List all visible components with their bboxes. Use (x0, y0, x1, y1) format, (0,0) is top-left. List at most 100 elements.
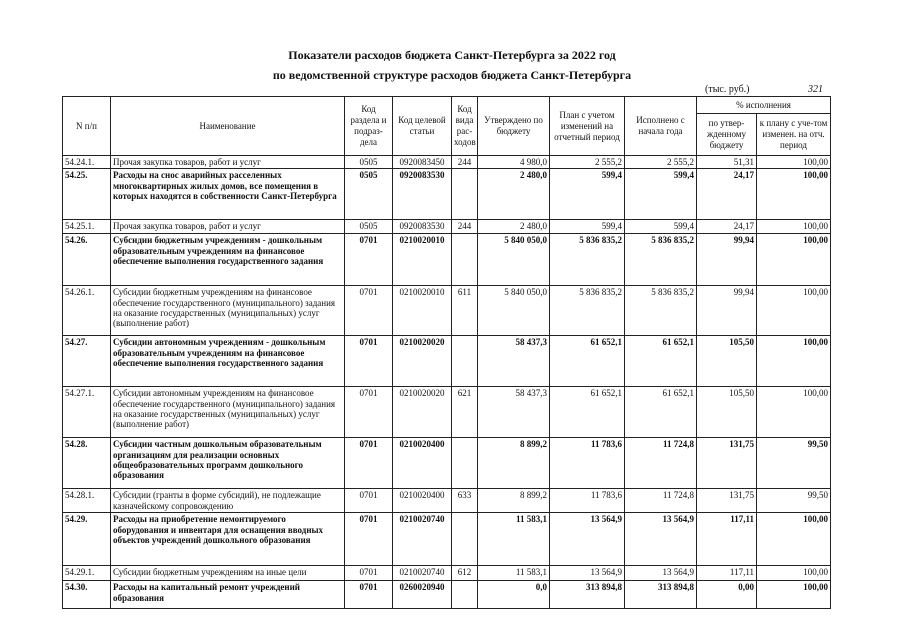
table-cell: 100,00 (756, 154, 831, 170)
table-cell: 0,0 (477, 580, 550, 610)
table-cell: 100,00 (756, 219, 831, 235)
table-cell: 0210020010 (392, 233, 452, 287)
table-cell: 5 836 835,2 (549, 285, 625, 337)
table-cell: 0210020020 (392, 386, 452, 439)
table-cell: 0505 (344, 219, 393, 235)
table-cell: 99,94 (696, 233, 757, 287)
table-cell: 54.27.1. (62, 386, 111, 439)
table-cell: 612 (451, 565, 478, 582)
table-cell: 0920083530 (392, 219, 452, 235)
table-cell: 117,11 (696, 565, 757, 582)
table-cell: 2 480,0 (477, 168, 550, 221)
table-cell (451, 512, 478, 567)
table-cell: 11 783,6 (549, 437, 625, 490)
table-cell: 244 (451, 154, 478, 170)
table-cell: 0701 (344, 488, 393, 514)
title: Показатели расходов бюджета Санкт-Петерб… (288, 48, 616, 62)
table-cell: 24,17 (696, 219, 757, 235)
table-cell: 0701 (344, 285, 393, 337)
table-cell: Субсидии частным дошкольным образователь… (110, 437, 345, 490)
table-cell: 100,00 (756, 512, 831, 567)
table-cell: 2 555,2 (549, 154, 625, 170)
table-cell: 54.25. (62, 168, 111, 221)
table-cell: 54.28.1. (62, 488, 111, 514)
table-cell: 13 564,9 (624, 512, 697, 567)
table-cell: 0701 (344, 437, 393, 490)
table-cell: Расходы на капитальный ремонт учреждений… (110, 580, 345, 610)
subtitle: по ведомственной структуре расходов бюдж… (272, 68, 632, 82)
table-row: 54.29. Расходы на приобретение немонтируе… (62, 512, 831, 567)
table-cell: 13 564,9 (549, 565, 625, 582)
table-cell: Прочая закупка товаров, работ и услуг (110, 154, 345, 170)
table-cell (451, 168, 478, 221)
table-row: 54.29.1. Субсидии бюджетным учреждениям н… (62, 565, 831, 582)
table-cell: 100,00 (756, 386, 831, 439)
table-cell: 611 (451, 285, 478, 337)
table-row: 54.30. Расходы на капитальный ремонт учре… (62, 580, 831, 610)
table-cell: 0505 (344, 154, 393, 170)
table-cell: 13 564,9 (624, 565, 697, 582)
table-cell: 599,4 (549, 219, 625, 235)
table-cell: Субсидии бюджетным учреждениям на финанс… (110, 285, 345, 337)
table-cell: 105,50 (696, 386, 757, 439)
table-cell: 0920083450 (392, 154, 452, 170)
table-cell: 633 (451, 488, 478, 514)
table-row: 54.25. Расходы на снос аварийных расселен… (62, 168, 831, 221)
table-cell: 131,75 (696, 488, 757, 514)
table-cell: Субсидии (гранты в форме субсидий), не п… (110, 488, 345, 514)
table-cell: 99,50 (756, 488, 831, 514)
column-header: Код целевой статьи (392, 96, 452, 156)
table-cell: 54.24.1. (62, 154, 111, 170)
column-header: к плану с уче-том изменен. на отч. перио… (756, 113, 831, 156)
table-row: 54.26.1. Субсидии бюджетным учреждениям н… (62, 285, 831, 337)
table-cell: Расходы на приобретение немонтируемого о… (110, 512, 345, 567)
table-row: 54.25.1. Прочая закупка товаров, работ и … (62, 219, 831, 235)
table-cell: 599,4 (549, 168, 625, 221)
column-header: План с учетом изменений на отчетный пери… (549, 96, 625, 156)
column-header: Код раздела и подраз-дела (344, 96, 393, 156)
table-cell: 100,00 (756, 168, 831, 221)
table-cell: 105,50 (696, 335, 757, 388)
table-cell: 13 564,9 (549, 512, 625, 567)
table-cell: 100,00 (756, 233, 831, 287)
table-cell: 61 652,1 (624, 386, 697, 439)
table-cell (451, 335, 478, 388)
table-cell: 54.29. (62, 512, 111, 567)
table-cell: 11 583,1 (477, 565, 550, 582)
table-cell: 8 899,2 (477, 437, 550, 490)
table-cell: 599,4 (624, 168, 697, 221)
table-cell: 11 724,8 (624, 437, 697, 490)
table-cell: 0260020940 (392, 580, 452, 610)
table-cell: 54.26.1. (62, 285, 111, 337)
table-cell: 61 652,1 (624, 335, 697, 388)
table-row: 54.28.1. Субсидии (гранты в форме субсиди… (62, 488, 831, 514)
table-row: 54.27. Субсидии автономным учреждениям - … (62, 335, 831, 388)
table-cell: 0210020400 (392, 437, 452, 490)
table-cell: 0210020020 (392, 335, 452, 388)
column-header: N п/п (62, 96, 111, 156)
table-cell: 51,31 (696, 154, 757, 170)
table-cell: 54.27. (62, 335, 111, 388)
table-cell (451, 233, 478, 287)
table-row: 54.26. Субсидии бюджетным учреждениям - д… (62, 233, 831, 287)
table-cell: 621 (451, 386, 478, 439)
table-cell: 5 840 050,0 (477, 233, 550, 287)
table-cell: Субсидии бюджетным учреждениям на иные ц… (110, 565, 345, 582)
table-cell: 0210020400 (392, 488, 452, 514)
table-cell: 58 437,3 (477, 386, 550, 439)
table-row: 54.28. Субсидии частным дошкольным образо… (62, 437, 831, 490)
table-cell: 0,00 (696, 580, 757, 610)
table-cell: 11 783,6 (549, 488, 625, 514)
table-cell: 54.29.1. (62, 565, 111, 582)
budget-table: N п/п Наименование Код раздела и подраз-де… (62, 96, 831, 610)
table-cell: 0701 (344, 386, 393, 439)
table-cell: 0210020740 (392, 512, 452, 567)
table-cell: 61 652,1 (549, 335, 625, 388)
table-cell: 100,00 (756, 335, 831, 388)
table-cell: Субсидии автономным учреждениям на финан… (110, 386, 345, 439)
table-row: 54.24.1. Прочая закупка товаров, работ и … (62, 154, 831, 170)
table-cell: 54.26. (62, 233, 111, 287)
column-group-header: % исполнения (696, 96, 831, 114)
table-cell: 5 836 835,2 (624, 233, 697, 287)
table-cell: 0701 (344, 335, 393, 388)
